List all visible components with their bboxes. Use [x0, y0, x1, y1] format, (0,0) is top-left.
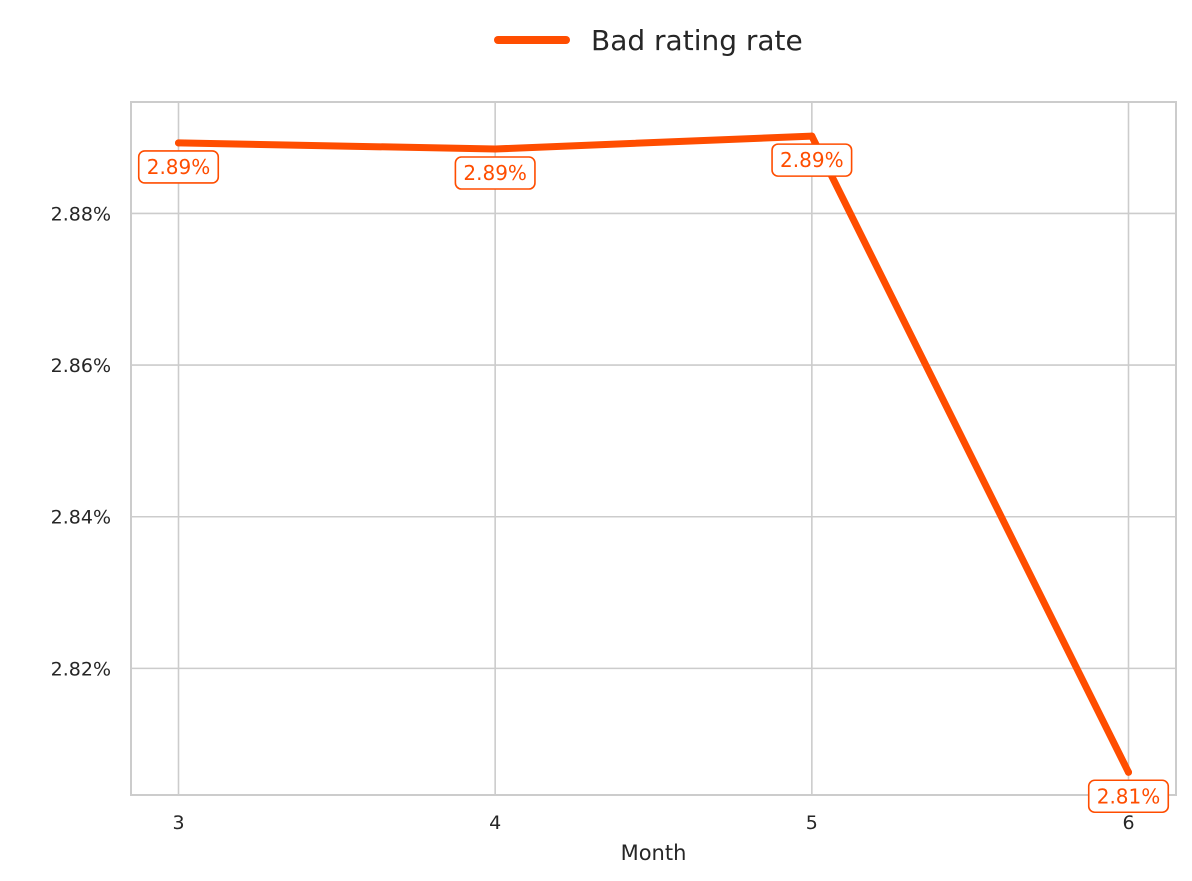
data-point [1125, 768, 1132, 776]
data-point [175, 139, 182, 147]
data-label: 2.89% [137, 150, 220, 184]
x-tick-label: 4 [489, 812, 501, 834]
grid [131, 102, 1176, 795]
y-tick-label: 2.88% [51, 203, 111, 225]
x-axis: 3 4 5 6 [172, 812, 1134, 834]
data-label-box [1087, 779, 1170, 814]
y-axis: 2.82% 2.84% 2.86% 2.88% [51, 203, 111, 680]
data-label-text: 2.89% [463, 161, 527, 185]
x-axis-title: Month [621, 841, 687, 865]
legend: Bad rating rate [494, 24, 803, 57]
y-tick-label: 2.82% [51, 658, 111, 680]
x-tick-label: 5 [806, 812, 818, 834]
data-label-text: 2.89% [780, 148, 844, 172]
data-label-box [454, 156, 536, 190]
data-label: 2.89% [454, 156, 536, 190]
data-label-text: 2.89% [147, 155, 211, 179]
data-labels: 2.89% 2.89% 2.89% 2.81% [137, 143, 1170, 814]
data-label: 2.89% [771, 143, 853, 177]
data-point [808, 132, 816, 140]
y-tick-label: 2.86% [51, 355, 111, 377]
plot-frame [130, 101, 1177, 796]
x-tick-label: 6 [1122, 812, 1134, 834]
x-tick-label: 3 [172, 812, 184, 834]
data-label-box [771, 143, 853, 177]
y-tick-label: 2.84% [51, 507, 111, 529]
series-line [175, 132, 1132, 776]
data-label-box [137, 150, 220, 184]
data-label: 2.81% [1087, 779, 1170, 814]
data-label-text: 2.81% [1097, 784, 1161, 808]
legend-label: Bad rating rate [591, 24, 803, 57]
data-point [491, 145, 499, 153]
series-layer [175, 132, 1132, 776]
